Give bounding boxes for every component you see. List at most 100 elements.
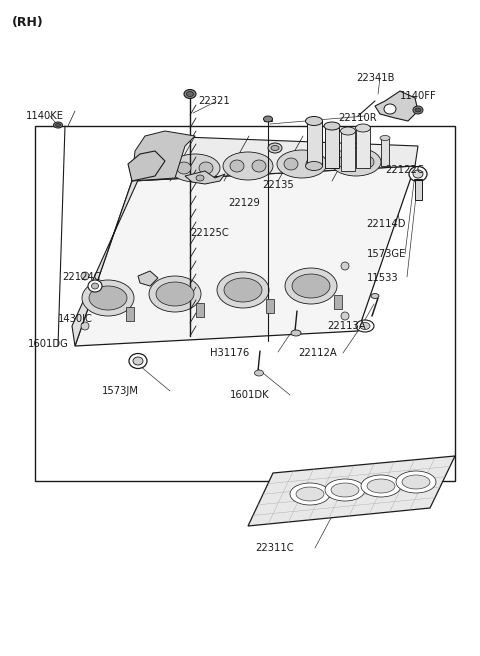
Text: 1573JM: 1573JM [102,386,139,396]
Text: 1430JC: 1430JC [58,314,93,324]
Ellipse shape [380,136,390,140]
Ellipse shape [187,91,193,96]
Ellipse shape [413,170,423,178]
Ellipse shape [413,106,423,114]
Ellipse shape [277,150,327,178]
Ellipse shape [415,108,421,112]
Ellipse shape [177,162,191,174]
Text: 11533: 11533 [367,273,398,283]
Ellipse shape [81,322,89,330]
Text: 22321: 22321 [198,96,230,106]
Text: 1140KE: 1140KE [26,111,64,121]
Ellipse shape [252,160,266,172]
Ellipse shape [371,293,379,298]
Text: 22114D: 22114D [366,219,406,229]
Polygon shape [72,136,158,346]
Ellipse shape [324,122,340,130]
Text: 1601DG: 1601DG [28,339,69,349]
Text: H31176: H31176 [210,348,249,358]
Bar [126,307,134,321]
Polygon shape [248,456,455,526]
Bar [334,295,342,309]
Ellipse shape [367,479,395,493]
Ellipse shape [361,475,401,497]
Ellipse shape [82,280,134,316]
Ellipse shape [306,158,320,170]
Ellipse shape [133,357,143,365]
Ellipse shape [56,123,60,127]
Text: 22129: 22129 [228,198,260,208]
Text: 22122C: 22122C [385,165,424,175]
Ellipse shape [92,283,98,289]
Text: 22110R: 22110R [338,113,377,123]
Ellipse shape [230,160,244,172]
Bar [356,128,370,168]
Ellipse shape [184,89,196,98]
Text: 22311C: 22311C [255,543,294,553]
Ellipse shape [340,127,356,135]
Ellipse shape [53,122,62,128]
Polygon shape [128,151,165,181]
Ellipse shape [285,268,337,304]
Text: 1573GE: 1573GE [367,249,407,259]
Ellipse shape [264,116,273,122]
Text: (RH): (RH) [12,16,44,29]
Ellipse shape [360,323,370,329]
Ellipse shape [305,117,323,125]
Bar [415,180,422,200]
Ellipse shape [149,276,201,312]
Ellipse shape [360,156,374,168]
Text: 22124C: 22124C [62,272,101,282]
Ellipse shape [341,262,349,270]
Ellipse shape [129,354,147,369]
Text: 22112A: 22112A [298,348,337,358]
Text: 22125C: 22125C [190,228,229,238]
Text: 1140FF: 1140FF [400,91,437,101]
Ellipse shape [156,282,194,306]
Ellipse shape [271,146,279,150]
Ellipse shape [81,272,89,280]
Ellipse shape [196,175,204,181]
Text: 1601DK: 1601DK [230,390,270,400]
Ellipse shape [331,483,359,497]
Ellipse shape [254,370,264,376]
Polygon shape [132,136,418,181]
Ellipse shape [402,475,430,489]
Bar [307,121,322,166]
Ellipse shape [292,274,330,298]
Ellipse shape [356,320,374,332]
Ellipse shape [338,156,352,168]
Polygon shape [75,166,415,346]
Polygon shape [138,271,158,286]
Bar [325,126,339,168]
Ellipse shape [89,286,127,310]
Ellipse shape [331,148,381,176]
Bar [266,299,274,313]
Ellipse shape [396,471,436,493]
Ellipse shape [199,162,213,174]
Ellipse shape [305,161,323,171]
Ellipse shape [291,330,301,336]
Polygon shape [185,171,225,184]
Bar [341,131,355,171]
Ellipse shape [224,278,262,302]
Ellipse shape [356,124,371,132]
Text: 22113A: 22113A [327,321,366,331]
Ellipse shape [284,158,298,170]
Ellipse shape [268,143,282,153]
Ellipse shape [341,312,349,320]
Ellipse shape [170,154,220,182]
Bar [381,138,389,166]
Ellipse shape [384,104,396,114]
Bar [196,303,204,317]
Polygon shape [375,91,418,121]
Text: 22135: 22135 [262,180,294,190]
Text: 22341B: 22341B [356,73,395,83]
Polygon shape [132,131,195,181]
Ellipse shape [409,167,427,182]
Ellipse shape [296,487,324,501]
Ellipse shape [217,272,269,308]
Ellipse shape [88,280,102,292]
Ellipse shape [290,483,330,505]
Ellipse shape [223,152,273,180]
